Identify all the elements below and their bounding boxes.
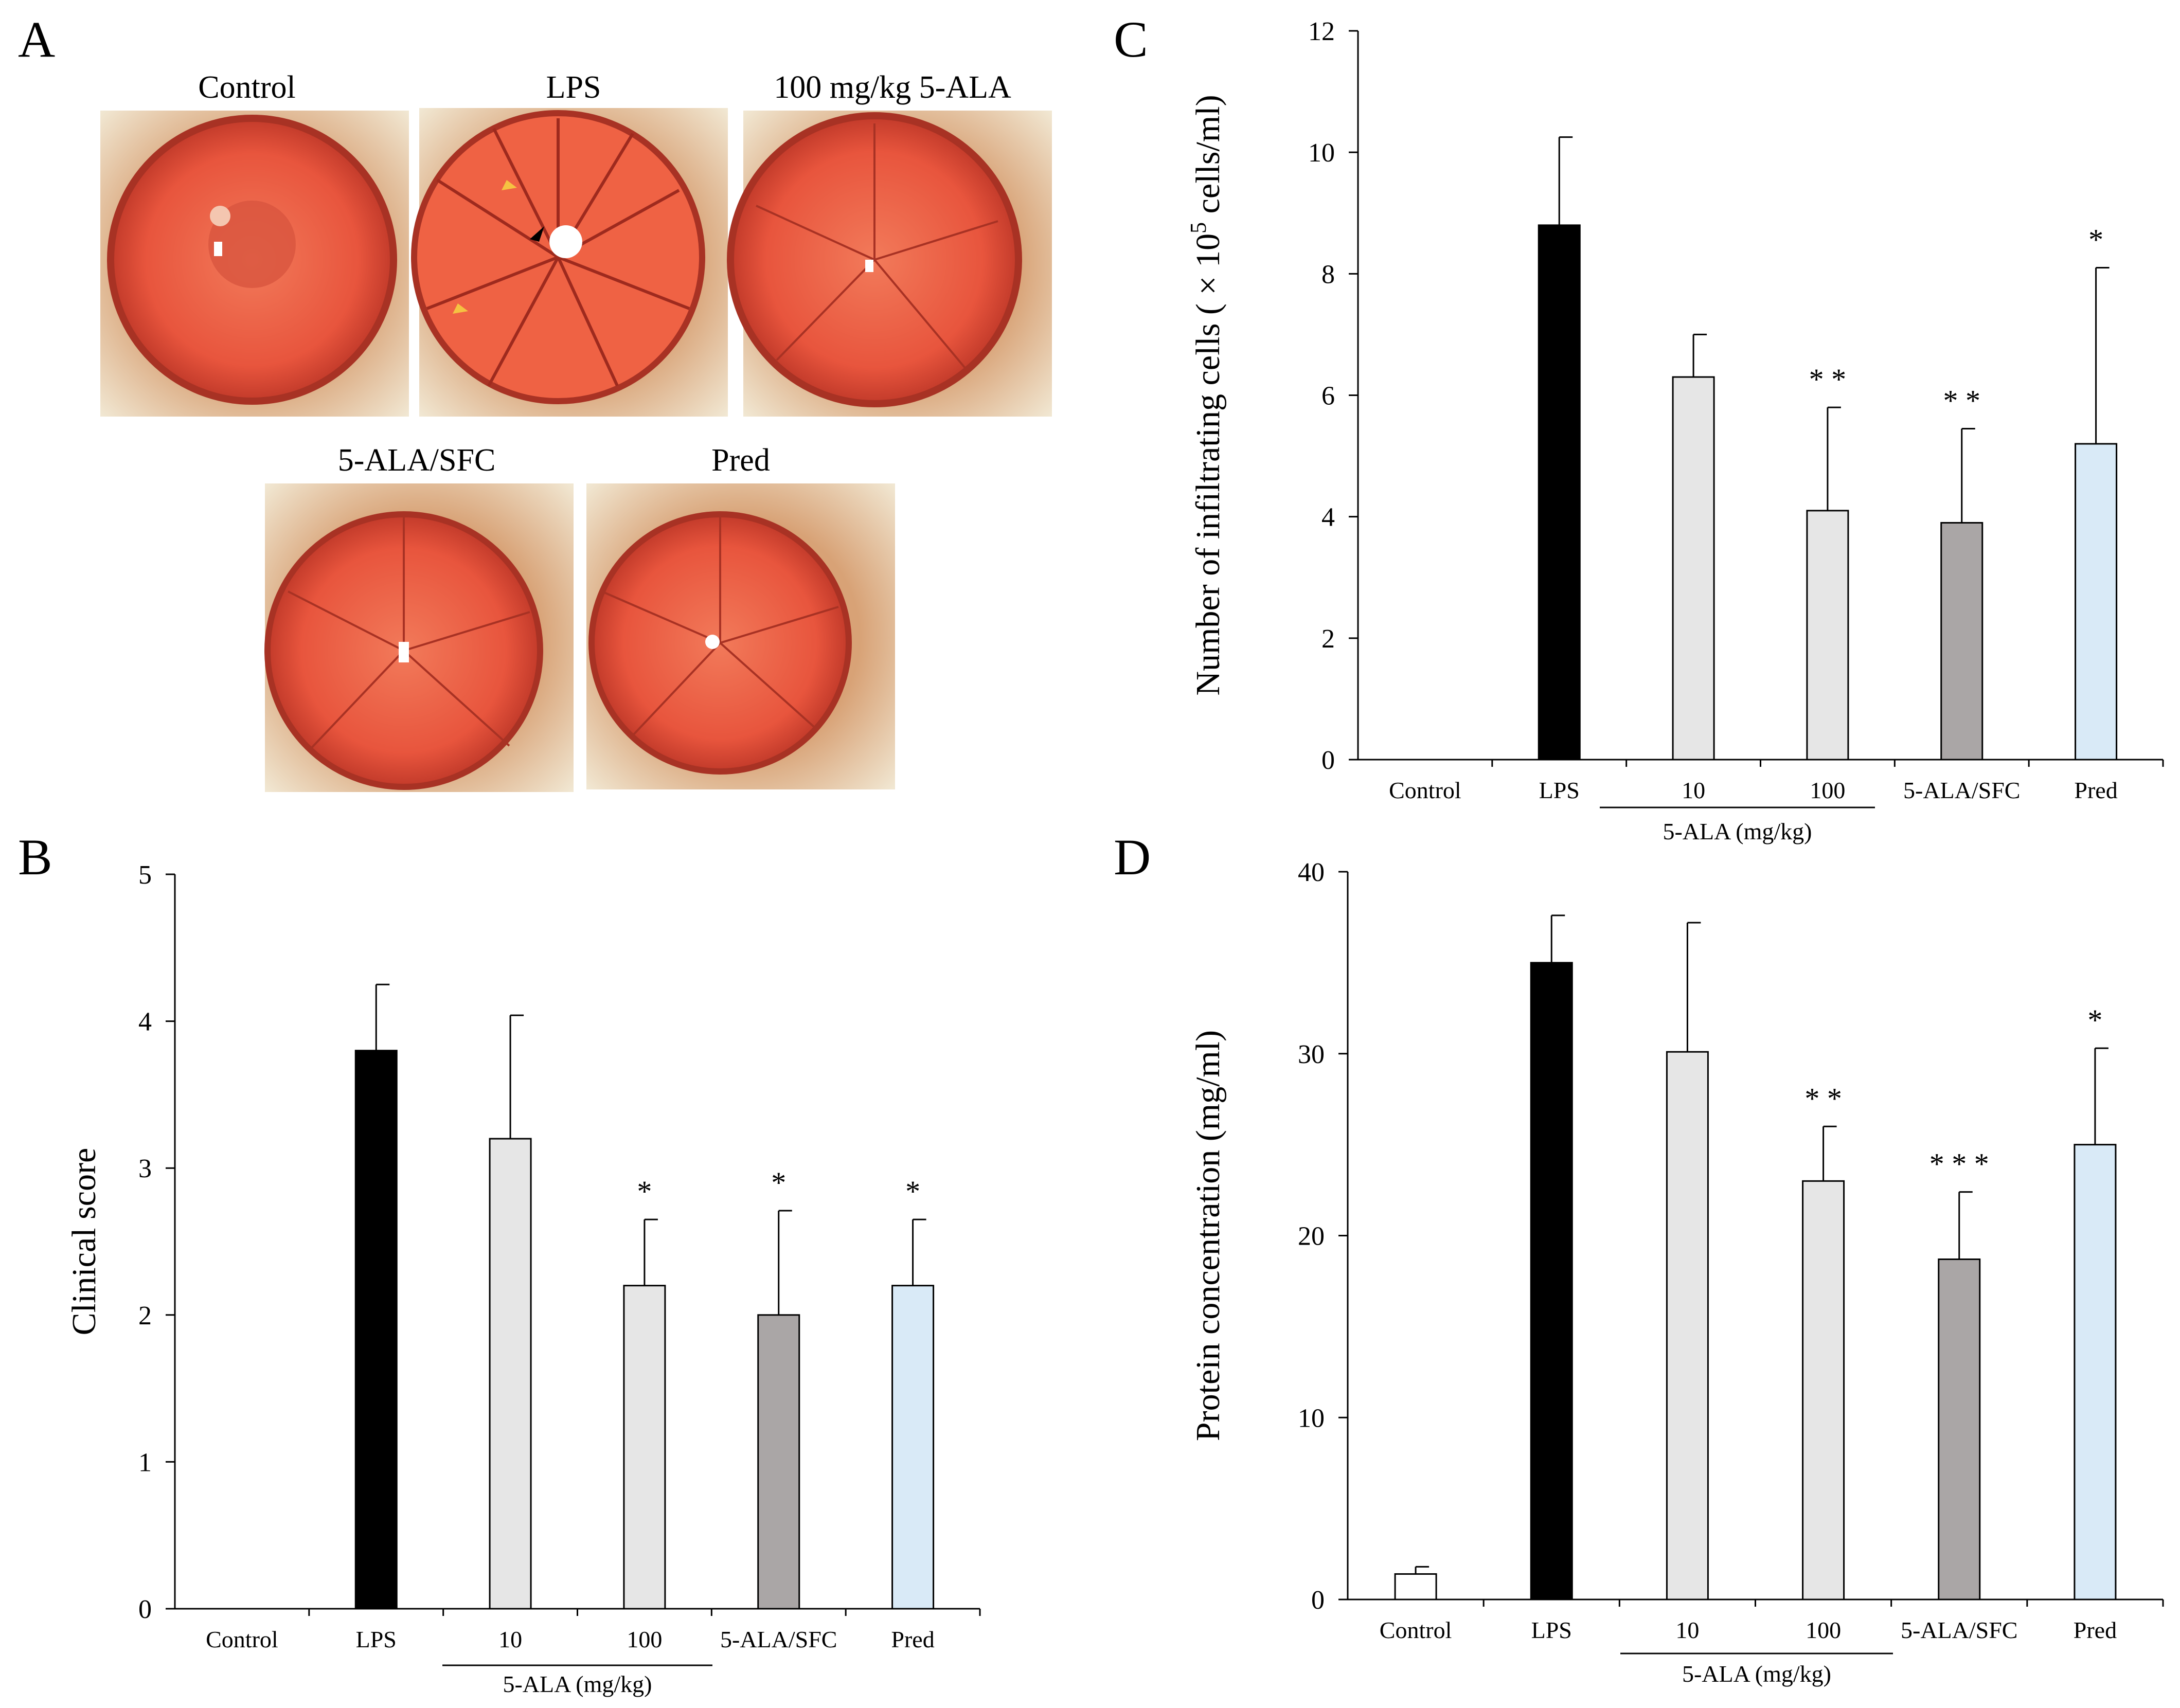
photo-label: 100 mg/kg 5-ALA (774, 70, 1011, 105)
bar-10 (489, 1138, 532, 1610)
photo-panel: Control LPS (100, 70, 1052, 792)
eye-photo-lps: LPS (411, 70, 728, 417)
y-tick-label: 0 (138, 1595, 152, 1624)
x-tick-label: 5-ALA/SFC (1903, 777, 2020, 803)
bar-control (1394, 1573, 1437, 1601)
y-axis-label-superscript: 5 (1186, 222, 1211, 233)
bar-pred (2074, 1144, 2117, 1601)
y-tick-label: 12 (1308, 17, 1335, 46)
y-tick-label: 20 (1298, 1222, 1325, 1251)
x-tick-label: LPS (1531, 1617, 1572, 1643)
bar-100 (1806, 510, 1849, 761)
x-tick-label: Control (1380, 1617, 1452, 1643)
y-tick-label: 8 (1321, 260, 1335, 289)
y-tick-label: 3 (138, 1154, 152, 1183)
y-axis-label: Protein concentration (mg/ml) (1189, 1030, 1227, 1441)
significance-marker: * (2088, 223, 2103, 257)
significance-marker: * (637, 1175, 652, 1208)
y-axis-label: Number of infiltrating cells ( × 105 cel… (1186, 95, 1227, 695)
x-tick-label: 5-ALA/SFC (720, 1626, 837, 1652)
panel-letter-b: B (18, 829, 52, 886)
group-label: 5-ALA (mg/kg) (1663, 818, 1812, 844)
x-tick-label: Pred (891, 1626, 934, 1652)
significance-marker: * (771, 1166, 786, 1199)
x-tick-label: Control (206, 1626, 278, 1652)
significance-marker: * * (1809, 363, 1847, 396)
chart-b: 0 1 2 3 4 5 Control LPS 10 * 100 * 5-ALA/SFC * Pred 5-A… (65, 860, 981, 1697)
significance-marker: * (2087, 1003, 2102, 1037)
x-tick-label: 5-ALA/SFC (1901, 1617, 2017, 1643)
panel-letter-a: A (18, 11, 55, 68)
bar-5-ala-sfc (1938, 1258, 1981, 1601)
y-tick-label: 4 (1321, 503, 1335, 532)
panel-letter-d: D (1114, 829, 1151, 886)
bar-100 (623, 1285, 666, 1610)
bar-pred (891, 1285, 935, 1610)
x-tick-label: 100 (1810, 777, 1845, 803)
y-axis-label-main: Number of infiltrating cells ( × 10 (1189, 233, 1227, 696)
group-label: 5-ALA (mg/kg) (503, 1671, 652, 1697)
bar-5-ala-sfc (1940, 522, 1984, 761)
x-tick-label: 100 (1806, 1617, 1841, 1643)
eye-photo-5-ala-sfc: 5-ALA/SFC (264, 443, 574, 792)
photo-label: 5-ALA/SFC (338, 443, 496, 478)
y-tick-label: 10 (1308, 138, 1335, 168)
bar-100 (1802, 1180, 1845, 1601)
bar-lps (1538, 224, 1581, 761)
significance-marker: * * * (1929, 1147, 1989, 1181)
y-tick-label: 4 (138, 1008, 152, 1037)
y-tick-label: 1 (138, 1448, 152, 1477)
x-tick-label: 10 (498, 1626, 522, 1652)
x-tick-label: Pred (2074, 1617, 2117, 1643)
x-tick-label: LPS (1539, 777, 1580, 803)
panel-letter-c: C (1114, 11, 1148, 68)
x-tick-label: 10 (1675, 1617, 1699, 1643)
bar-10 (1672, 376, 1715, 761)
chart-d: 0 10 20 30 40 Control LPS 10 * * 100 * * * 5-ALA/SF… (1189, 858, 2164, 1687)
x-tick-label: LPS (356, 1626, 397, 1652)
bar-10 (1666, 1051, 1709, 1601)
bar-pred (2075, 443, 2118, 761)
eye-photo-pred: Pred (586, 443, 895, 789)
photo-label: Pred (711, 443, 770, 478)
y-tick-label: 0 (1321, 746, 1335, 775)
y-tick-label: 30 (1298, 1040, 1325, 1069)
x-tick-label: 100 (627, 1626, 662, 1652)
photo-label: LPS (546, 70, 601, 105)
y-tick-label: 10 (1298, 1404, 1325, 1433)
chart-c: 0 2 4 6 8 10 12 Control LPS 10 * * 100 * * 5-ALA/SFC *… (1186, 17, 2164, 844)
x-tick-label: Pred (2074, 777, 2117, 803)
y-tick-label: 6 (1321, 382, 1335, 411)
group-label: 5-ALA (mg/kg) (1682, 1661, 1831, 1687)
bar-lps (354, 1050, 398, 1610)
eye-photo-control: Control (100, 70, 409, 417)
bar-lps (1530, 962, 1573, 1601)
y-tick-label: 2 (1321, 624, 1335, 654)
y-tick-label: 2 (138, 1301, 152, 1331)
x-tick-label: 10 (1682, 777, 1705, 803)
significance-marker: * (905, 1175, 920, 1208)
y-tick-label: 0 (1311, 1586, 1325, 1615)
y-axis-label-unit: cells/ml) (1189, 95, 1227, 222)
significance-marker: * * (1804, 1082, 1842, 1115)
photo-label: Control (198, 70, 295, 105)
y-tick-label: 5 (138, 860, 152, 890)
significance-marker: * * (1943, 384, 1981, 417)
y-axis-label: Clinical score (65, 1148, 103, 1336)
bar-5-ala-sfc (757, 1314, 800, 1610)
y-tick-label: 40 (1298, 858, 1325, 887)
x-tick-label: Control (1389, 777, 1461, 803)
eye-photo-100mgkg-5-ala: 100 mg/kg 5-ALA (727, 70, 1052, 417)
